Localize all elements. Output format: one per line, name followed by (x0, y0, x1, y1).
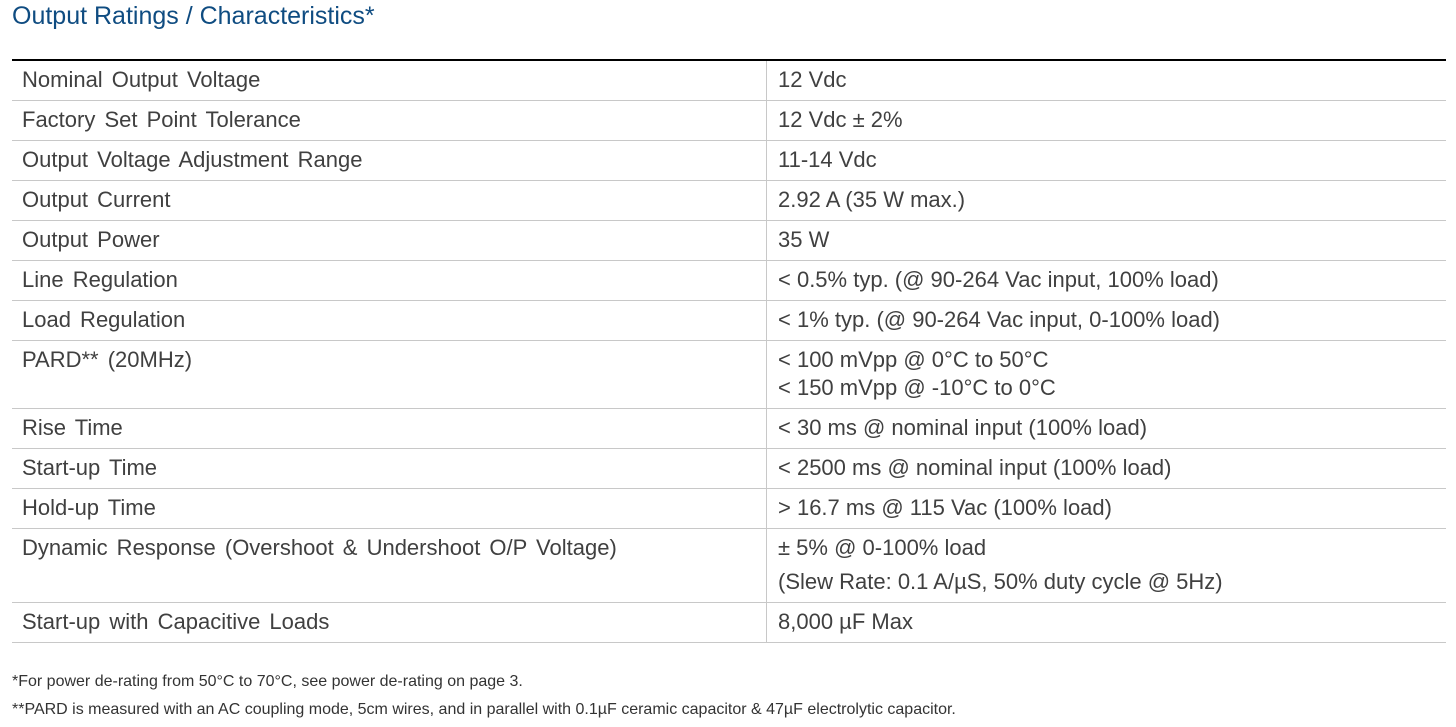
parameter-value: < 2500 ms @ nominal input (100% load) (766, 448, 1446, 489)
parameter-value: < 0.5% typ. (@ 90-264 Vac input, 100% lo… (766, 260, 1446, 301)
parameter-name: Output Voltage Adjustment Range (12, 140, 767, 181)
parameter-value: 12 Vdc ± 2% (766, 100, 1446, 141)
parameter-name: Factory Set Point Tolerance (12, 100, 767, 141)
table-row: Hold-up Time > 16.7 ms @ 115 Vac (100% l… (12, 488, 1446, 529)
parameter-value: < 30 ms @ nominal input (100% load) (766, 408, 1446, 449)
parameter-value: 8,000 µF Max (766, 602, 1446, 643)
table-row: Output Current 2.92 A (35 W max.) (12, 180, 1446, 221)
parameter-value: < 1% typ. (@ 90-264 Vac input, 0-100% lo… (766, 300, 1446, 341)
parameter-value: 11-14 Vdc (766, 140, 1446, 181)
table-row: Dynamic Response (Overshoot & Undershoot… (12, 528, 1446, 603)
footnote-pard: **PARD is measured with an AC coupling m… (12, 701, 956, 718)
parameter-name: Load Regulation (12, 300, 767, 341)
parameter-value: ± 5% @ 0-100% load (Slew Rate: 0.1 A/µS,… (766, 528, 1446, 603)
parameter-name: Rise Time (12, 408, 767, 449)
table-row: Load Regulation < 1% typ. (@ 90-264 Vac … (12, 300, 1446, 341)
table-row: Line Regulation < 0.5% typ. (@ 90-264 Va… (12, 260, 1446, 301)
parameter-name: Dynamic Response (Overshoot & Undershoot… (12, 528, 767, 603)
parameter-value: 2.92 A (35 W max.) (766, 180, 1446, 221)
section-title: Output Ratings / Characteristics* (12, 2, 375, 30)
parameter-name: PARD** (20MHz) (12, 340, 767, 409)
footnotes: *For power de-rating from 50°C to 70°C, … (12, 668, 956, 724)
table-row: PARD** (20MHz) < 100 mVpp @ 0°C to 50°C … (12, 340, 1446, 409)
footnote-derating: *For power de-rating from 50°C to 70°C, … (12, 673, 523, 690)
parameter-name: Start-up Time (12, 448, 767, 489)
table-row: Output Voltage Adjustment Range 11-14 Vd… (12, 140, 1446, 181)
parameter-name: Start-up with Capacitive Loads (12, 602, 767, 643)
parameter-value: > 16.7 ms @ 115 Vac (100% load) (766, 488, 1446, 529)
parameter-value: < 100 mVpp @ 0°C to 50°C < 150 mVpp @ -1… (766, 340, 1446, 409)
output-ratings-table: Nominal Output Voltage 12 Vdc Factory Se… (12, 59, 1446, 643)
table-row: Nominal Output Voltage 12 Vdc (12, 60, 1446, 101)
table-row: Rise Time < 30 ms @ nominal input (100% … (12, 408, 1446, 449)
parameter-value: 35 W (766, 220, 1446, 261)
table-row: Factory Set Point Tolerance 12 Vdc ± 2% (12, 100, 1446, 141)
parameter-name: Nominal Output Voltage (12, 60, 767, 101)
parameter-name: Output Current (12, 180, 767, 221)
table-row: Start-up Time < 2500 ms @ nominal input … (12, 448, 1446, 489)
table-row: Output Power 35 W (12, 220, 1446, 261)
parameter-value: 12 Vdc (766, 60, 1446, 101)
parameter-name: Output Power (12, 220, 767, 261)
parameter-name: Hold-up Time (12, 488, 767, 529)
parameter-name: Line Regulation (12, 260, 767, 301)
table-row: Start-up with Capacitive Loads 8,000 µF … (12, 602, 1446, 643)
